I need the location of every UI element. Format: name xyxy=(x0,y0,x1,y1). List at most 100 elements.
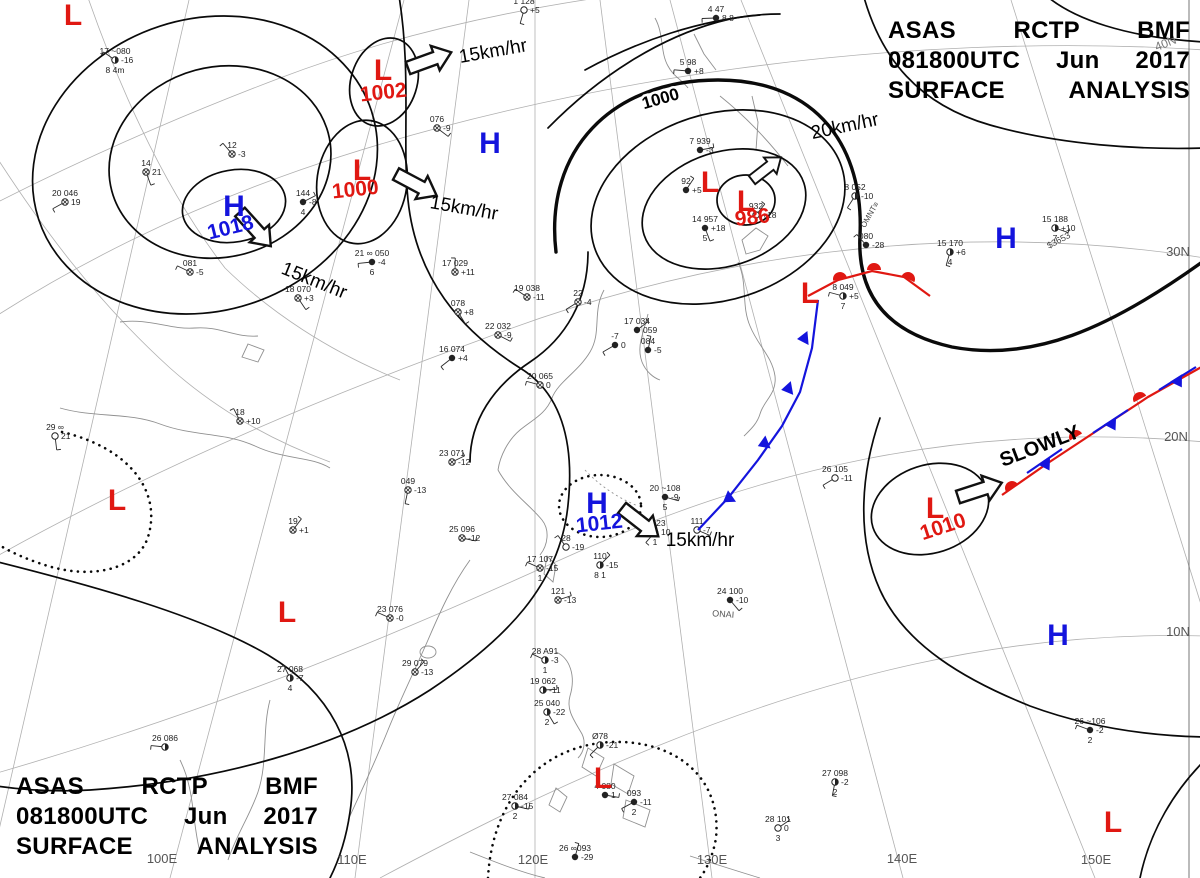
station-value: 084 xyxy=(641,336,655,346)
station-value: -16 xyxy=(121,55,134,65)
station-plot: 14 957+185 xyxy=(692,214,726,243)
station-plot: 12-3 xyxy=(219,140,246,159)
station-circle-icon xyxy=(611,341,619,349)
station-circle-icon xyxy=(712,14,720,22)
station-half-icon xyxy=(543,686,547,694)
station-value: +5 xyxy=(692,185,702,195)
station-value: 17 034 xyxy=(624,316,650,326)
station-value: +5 xyxy=(530,5,540,15)
station-value: +4 xyxy=(458,353,468,363)
dashed-isobars-layer xyxy=(0,430,718,878)
station-value: 23 071 xyxy=(439,448,465,458)
station-plot: 19 062-11 xyxy=(530,676,561,695)
low-pressure-symbol: L xyxy=(926,492,944,525)
station-value: 18 xyxy=(235,407,245,417)
station-value: -0 xyxy=(396,613,404,623)
station-plot: 18+10 xyxy=(229,407,261,426)
chart-title-bottom-left: ASAS RCTP BMF 081800UTC Jun 2017 SURFACE… xyxy=(16,772,318,862)
speed-label: 15km/hr xyxy=(428,192,500,225)
movement-arrow-icon xyxy=(233,205,273,248)
station-value: -13 xyxy=(564,595,577,605)
station-plot: 27 068-74 xyxy=(277,664,304,693)
title-line-3: SURFACE ANALYSIS xyxy=(16,833,318,860)
map-label: OMNT≡ xyxy=(859,200,881,229)
cold-front-line xyxy=(697,299,820,531)
station-circle-icon xyxy=(862,241,870,249)
station-plot: 17 107-151 xyxy=(525,554,559,583)
station-value: 27 068 xyxy=(277,664,303,674)
wind-barb-icon xyxy=(645,542,650,546)
wind-barb-icon xyxy=(1067,228,1071,233)
wind-barb-icon xyxy=(678,496,681,501)
warm-front-semicircle-icon xyxy=(833,272,847,281)
station-value: 15 188 xyxy=(1042,214,1068,224)
station-value: -3 xyxy=(551,655,559,665)
station-value: 17 029 xyxy=(442,258,468,268)
station-plot: 21 ∞ 050-46 xyxy=(355,248,390,277)
station-circle-icon xyxy=(696,146,704,154)
station-value: 7 xyxy=(841,301,846,311)
station-value: 1 xyxy=(611,790,616,800)
station-circle-icon xyxy=(633,326,641,334)
station-value: 92 xyxy=(681,176,691,186)
wind-barb-icon xyxy=(100,51,104,56)
wind-barb-icon xyxy=(175,265,178,270)
wind-barb-icon xyxy=(510,337,513,342)
station-value: -8 xyxy=(309,197,317,207)
high-pressure-symbol: H xyxy=(1047,619,1069,652)
wind-barb-icon xyxy=(569,591,572,596)
wind-barb-icon xyxy=(709,531,712,536)
wind-barb-icon xyxy=(1074,725,1078,730)
wind-barb-icon xyxy=(602,351,606,356)
station-plot: 24 100-10 xyxy=(717,586,749,612)
wind-barb-icon xyxy=(56,448,61,451)
low-pressure-symbol: L xyxy=(801,277,819,310)
station-half-icon xyxy=(843,292,847,300)
station-value: -22 xyxy=(553,707,566,717)
station-plot: 29 ∞21 xyxy=(46,422,71,451)
station-cross-icon xyxy=(495,332,501,338)
wind-barb-icon xyxy=(554,535,559,539)
wind-barb-icon xyxy=(525,562,528,567)
movement-arrow-icon xyxy=(391,166,439,201)
station-value: +18 xyxy=(762,210,777,220)
station-value: +6 xyxy=(956,247,966,257)
station-value: 20 065 xyxy=(527,371,553,381)
wind-barb-icon xyxy=(420,658,425,662)
station-value: 8 049 xyxy=(832,282,854,292)
station-circle-icon xyxy=(644,346,652,354)
station-value: 6 xyxy=(370,267,375,277)
wind-barb-icon xyxy=(520,23,525,26)
low-pressure-symbol: L xyxy=(278,596,296,629)
station-value: 28 101 xyxy=(765,814,791,824)
station-value: 26 ∞093 xyxy=(559,843,591,853)
station-plot: 26 105-11 xyxy=(822,464,853,490)
station-value: 111 xyxy=(691,516,704,526)
station-value: 0 xyxy=(621,340,626,350)
wind-barb-icon xyxy=(709,239,715,242)
station-plot: 28-19 xyxy=(554,533,585,552)
wind-barb-icon xyxy=(853,234,858,238)
wind-barb-icon xyxy=(574,841,579,844)
wind-barb-icon xyxy=(375,612,378,617)
station-cross-icon xyxy=(537,565,543,571)
station-value: +11 xyxy=(461,267,475,277)
station-circle-icon xyxy=(520,6,528,14)
station-value: 26 086 xyxy=(152,733,178,743)
station-cross-icon xyxy=(455,309,461,315)
station-value: 110 xyxy=(593,551,607,561)
station-value: 29 ∞ xyxy=(46,422,64,432)
wind-barb-icon xyxy=(738,607,743,612)
low-pressure-symbol: L xyxy=(594,762,612,795)
title-line-2: 081800UTC Jun 2017 xyxy=(888,47,1190,74)
station-plot: 110-158 1 xyxy=(593,551,618,580)
wind-barb-icon xyxy=(621,808,625,813)
station-value: 1 xyxy=(543,665,548,675)
station-value: -9 xyxy=(671,492,679,502)
station-value: 21 xyxy=(61,431,71,441)
station-value: 17 ~080 xyxy=(100,46,131,56)
